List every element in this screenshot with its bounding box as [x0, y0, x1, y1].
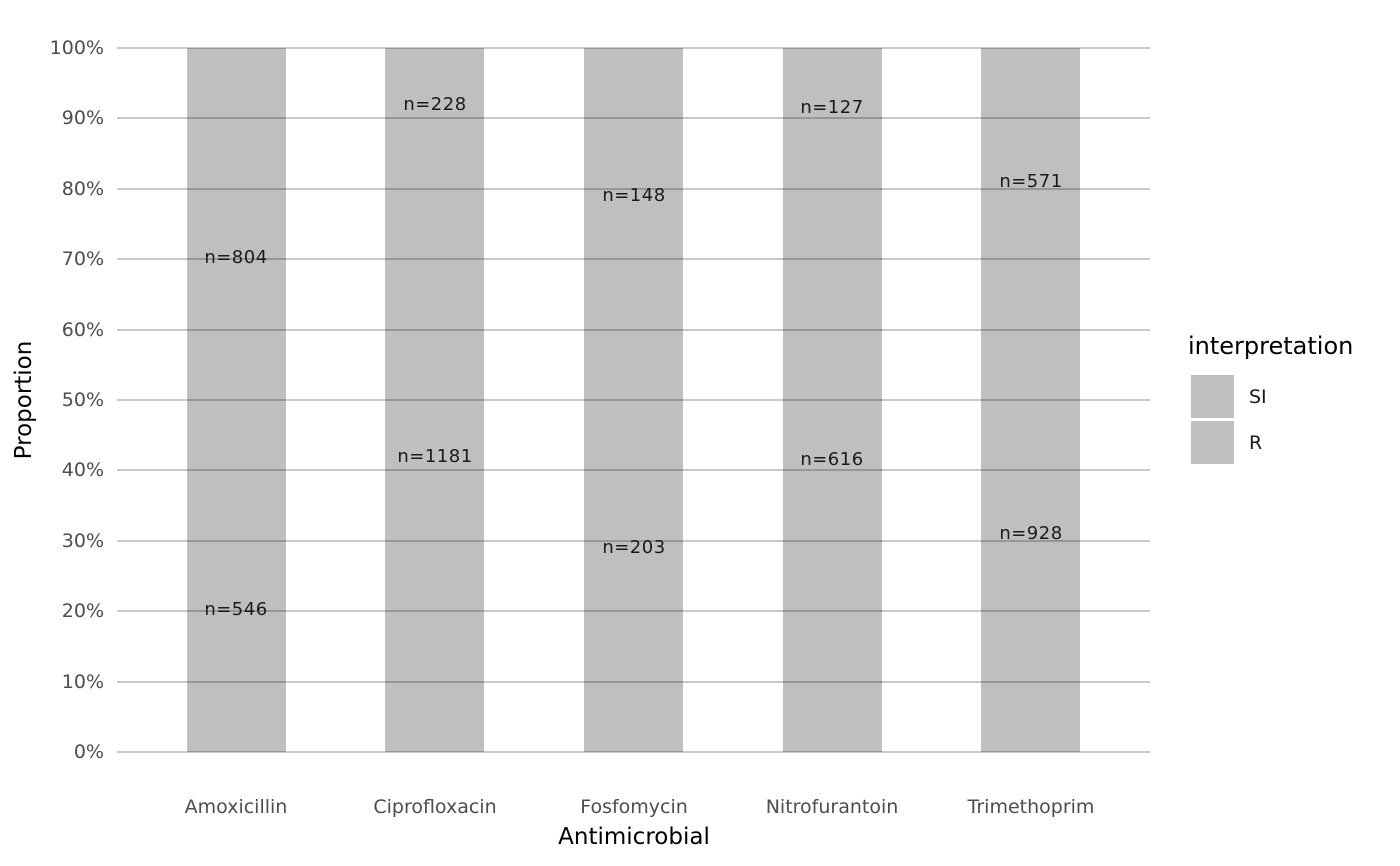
bar-count-label: n=203	[602, 537, 666, 558]
y-tick-label: 20%	[61, 600, 104, 622]
bar-count-label: n=228	[403, 94, 467, 115]
x-tick-label: Nitrofurantoin	[765, 796, 899, 818]
bar-segment-r-ciprofloxacin	[385, 162, 484, 752]
grid-line-y	[117, 540, 1150, 542]
bar-count-label: n=571	[999, 171, 1063, 192]
bar-segment-r-trimethoprim	[981, 316, 1080, 752]
bar-count-label: n=804	[204, 247, 268, 268]
legend-label: SI	[1249, 385, 1267, 408]
grid-line-y	[117, 469, 1150, 471]
grid-line-y	[117, 399, 1150, 401]
legend-key-icon	[1191, 421, 1234, 464]
bar-segment-si-nitrofurantoin	[783, 48, 882, 168]
grid-line-y	[117, 188, 1150, 190]
grid-line-y	[117, 47, 1150, 49]
legend: interpretation SI R	[1188, 331, 1353, 467]
bar-segment-si-trimethoprim	[981, 48, 1080, 316]
x-tick-label: Ciprofloxacin	[373, 796, 497, 818]
grid-line-y	[117, 751, 1150, 753]
bar-count-label: n=616	[800, 449, 864, 470]
legend-item-r: R	[1191, 421, 1353, 464]
grid-line-y	[117, 329, 1150, 331]
legend-items: SI R	[1188, 375, 1353, 464]
x-axis-title: Antimicrobial	[558, 824, 710, 850]
y-tick-label: 100%	[49, 37, 104, 59]
y-tick-label: 90%	[61, 107, 104, 129]
grid-line-y	[117, 258, 1150, 260]
x-tick-label: Fosfomycin	[580, 796, 688, 818]
y-tick-label: 30%	[61, 530, 104, 552]
legend-key-icon	[1191, 375, 1234, 418]
bar-count-label: n=148	[602, 185, 666, 206]
bar-count-label: n=127	[800, 97, 864, 118]
bar-segment-r-nitrofurantoin	[783, 168, 882, 752]
bar-count-label: n=1181	[397, 446, 473, 467]
y-tick-label: 80%	[61, 178, 104, 200]
grid-line-y	[117, 681, 1150, 683]
y-axis-title: Proportion	[11, 340, 37, 460]
grid-line-y	[117, 610, 1150, 612]
grid-line-y	[117, 117, 1150, 119]
legend-label: R	[1249, 431, 1263, 454]
y-tick-label: 10%	[61, 671, 104, 693]
bar-segment-si-amoxicillin	[187, 48, 286, 467]
bar-segment-si-ciprofloxacin	[385, 48, 484, 162]
bar-count-label: n=546	[204, 599, 268, 620]
legend-title: interpretation	[1188, 332, 1354, 360]
x-tick-label: Amoxicillin	[184, 796, 288, 818]
y-tick-label: 0%	[73, 741, 104, 763]
y-tick-label: 50%	[61, 389, 104, 411]
y-tick-label: 40%	[61, 459, 104, 481]
x-tick-label: Trimethoprim	[967, 796, 1095, 818]
bar-segment-r-amoxicillin	[187, 467, 286, 752]
bar-segment-r-fosfomycin	[584, 345, 683, 752]
bar-count-label: n=928	[999, 523, 1063, 544]
y-tick-label: 60%	[61, 319, 104, 341]
bar-segment-si-fosfomycin	[584, 48, 683, 345]
legend-item-si: SI	[1191, 375, 1353, 418]
y-tick-label: 70%	[61, 248, 104, 270]
